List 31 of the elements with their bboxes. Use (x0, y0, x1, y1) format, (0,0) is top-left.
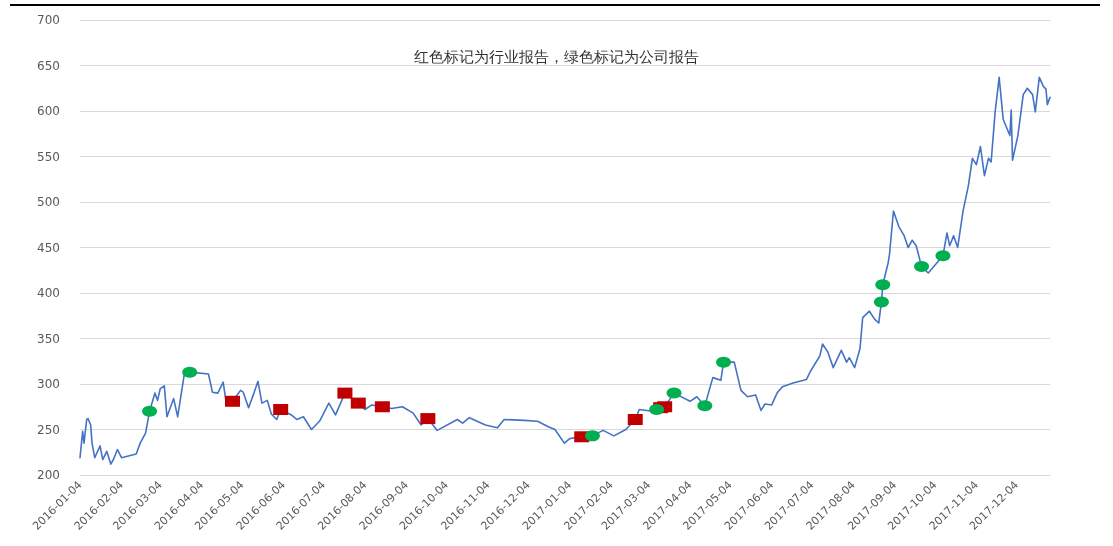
y-tick-label: 600 (37, 104, 60, 118)
y-tick-label: 700 (37, 13, 60, 27)
point (142, 405, 158, 417)
y-tick-label: 650 (37, 58, 60, 73)
point (337, 387, 353, 399)
y-tick-label: 300 (37, 377, 60, 391)
point (350, 397, 366, 409)
y-tick-label: 200 (37, 468, 60, 482)
y-tick-label: 350 (37, 331, 60, 346)
text: 红色标记为行业报告，绿色标记为公司报告 (414, 47, 699, 66)
point (716, 356, 732, 368)
point (697, 400, 713, 412)
point (182, 366, 198, 378)
line-series (79, 76, 1051, 465)
y-tick-label: 550 (37, 149, 60, 164)
point (649, 403, 665, 415)
point (666, 387, 682, 399)
y-tick-label: 250 (37, 422, 60, 437)
point (273, 403, 289, 415)
point (935, 250, 951, 262)
point (584, 430, 600, 442)
point (420, 413, 436, 425)
point (873, 296, 889, 308)
point (225, 395, 241, 407)
point (914, 261, 930, 273)
y-tick-label: 450 (37, 240, 60, 255)
point (875, 279, 891, 291)
point (627, 413, 643, 425)
y-tick-label: 400 (37, 286, 60, 300)
point (374, 401, 390, 413)
y-tick-label: 500 (37, 195, 60, 209)
